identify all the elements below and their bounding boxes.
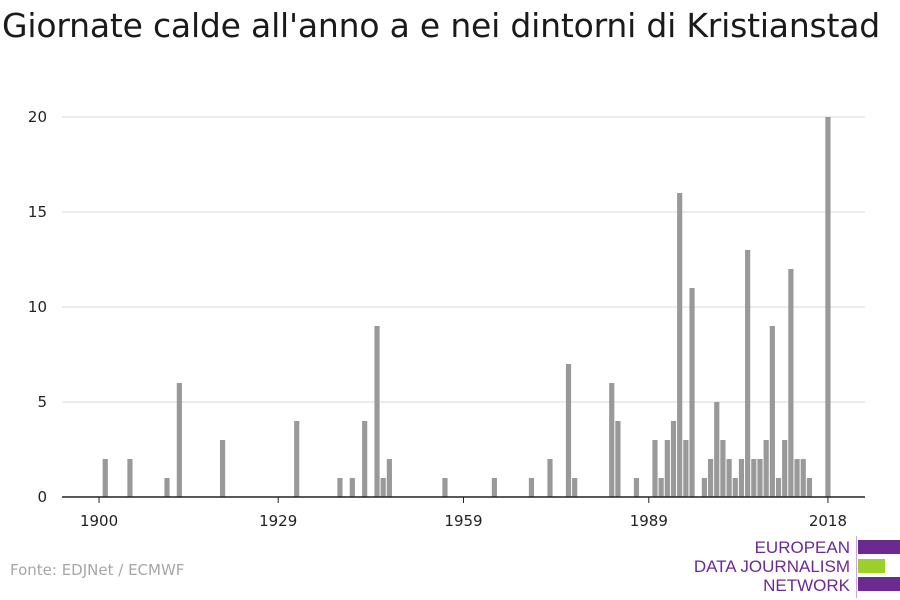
bar[interactable]: [763, 440, 769, 497]
bar[interactable]: [565, 364, 572, 497]
bar[interactable]: [220, 440, 226, 497]
logo-bar-bottom: [858, 577, 900, 591]
x-tick-label: 1900: [80, 512, 118, 530]
bar[interactable]: [652, 440, 658, 497]
bar[interactable]: [633, 478, 640, 497]
bar[interactable]: [677, 193, 683, 497]
y-tick-label: 10: [28, 298, 47, 316]
bar[interactable]: [127, 459, 133, 497]
bar[interactable]: [745, 250, 751, 497]
bar[interactable]: [615, 421, 621, 497]
y-tick-label: 15: [28, 203, 47, 221]
y-tick-label: 20: [28, 108, 47, 126]
bar[interactable]: [726, 459, 732, 497]
y-tick-label: 0: [37, 488, 47, 506]
bar[interactable]: [528, 478, 535, 497]
bar[interactable]: [769, 326, 775, 497]
bar[interactable]: [664, 440, 670, 497]
bar[interactable]: [788, 269, 794, 497]
bar[interactable]: [349, 478, 355, 497]
bar[interactable]: [707, 459, 714, 497]
bar[interactable]: [609, 383, 615, 497]
logo-bar-middle: [858, 559, 885, 573]
bar[interactable]: [720, 440, 726, 497]
bar[interactable]: [714, 402, 720, 497]
bar[interactable]: [738, 459, 745, 497]
edjnet-logo[interactable]: EUROPEAN DATA JOURNALISM NETWORK: [694, 536, 900, 598]
bar[interactable]: [683, 440, 689, 497]
logo-line-3: NETWORK: [763, 576, 850, 595]
source-note: Fonte: EDJNet / ECMWF: [10, 561, 185, 579]
bar[interactable]: [658, 478, 664, 497]
bar[interactable]: [670, 421, 677, 497]
bar[interactable]: [386, 459, 392, 497]
x-tick-label: 2018: [809, 512, 847, 530]
logo-divider: [856, 536, 857, 598]
bar[interactable]: [775, 478, 782, 497]
bar[interactable]: [337, 478, 343, 497]
bars: [102, 117, 831, 497]
bar[interactable]: [572, 478, 578, 497]
bar[interactable]: [806, 478, 813, 497]
bar[interactable]: [825, 117, 831, 497]
logo-line-2: DATA JOURNALISM: [693, 557, 850, 576]
chart-title: Giornate calde all'anno a e nei dintorni…: [2, 6, 881, 45]
bar[interactable]: [782, 440, 788, 497]
bar[interactable]: [751, 459, 757, 497]
bar[interactable]: [794, 459, 800, 497]
bar[interactable]: [176, 383, 182, 497]
x-tick-label: 1959: [444, 512, 482, 530]
bar[interactable]: [732, 478, 738, 497]
y-tick-label: 5: [37, 393, 47, 411]
bar[interactable]: [362, 421, 368, 497]
bar[interactable]: [294, 421, 300, 497]
logo-bar-top: [858, 540, 900, 554]
x-tick-label: 1929: [259, 512, 297, 530]
bar[interactable]: [547, 459, 553, 497]
bar[interactable]: [689, 288, 695, 497]
bar[interactable]: [374, 326, 380, 497]
logo-text: EUROPEAN DATA JOURNALISM NETWORK: [694, 538, 850, 595]
grid-lines: [62, 116, 865, 403]
x-tick-label: 1989: [630, 512, 668, 530]
bar[interactable]: [757, 459, 763, 497]
axes: 0 5 10 15 20 1900 1929 1959 1989 2018: [28, 108, 865, 530]
bar[interactable]: [491, 478, 497, 497]
bar[interactable]: [102, 459, 108, 497]
bar[interactable]: [701, 478, 707, 497]
bar[interactable]: [800, 459, 806, 497]
bar[interactable]: [164, 478, 170, 497]
bar[interactable]: [442, 478, 448, 497]
bar[interactable]: [380, 478, 386, 497]
logo-line-1: EUROPEAN: [754, 538, 850, 557]
